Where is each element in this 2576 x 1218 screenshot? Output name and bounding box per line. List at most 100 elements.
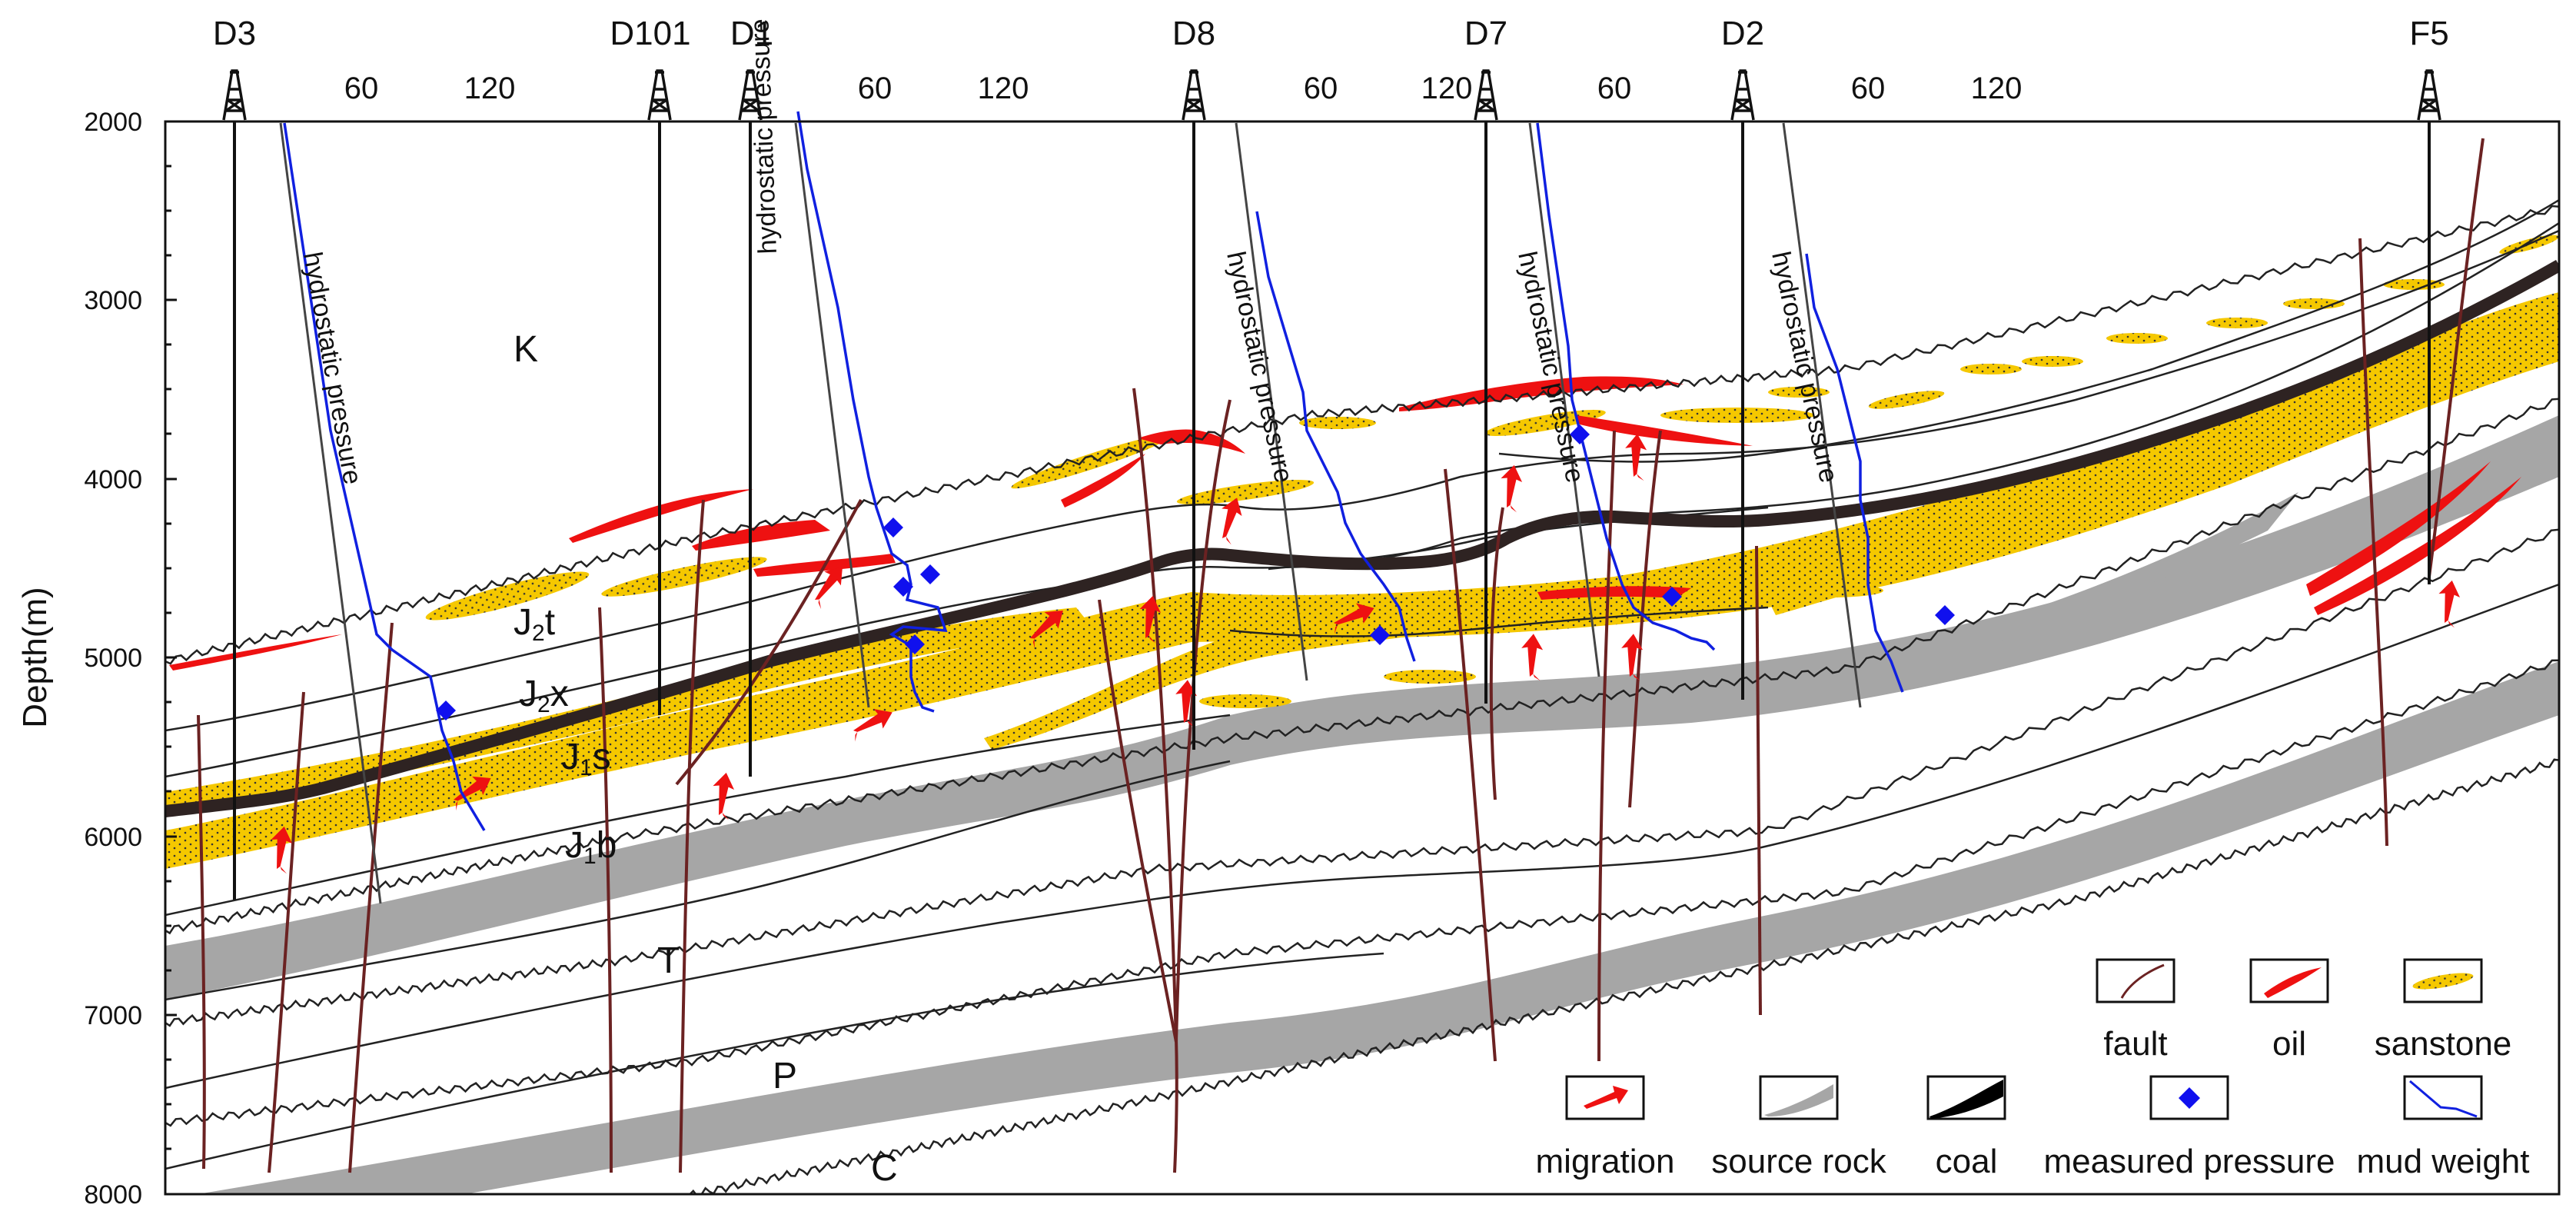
well-label-f5: F5 xyxy=(2409,15,2448,52)
y-tick-3000: 3000 xyxy=(84,286,142,315)
migration-arrow xyxy=(1621,634,1644,681)
legend-oil-label: oil xyxy=(2272,1025,2306,1063)
y-tick-6000: 6000 xyxy=(84,823,142,852)
measured-pressure-point xyxy=(883,517,903,537)
migration-arrow xyxy=(1222,498,1242,545)
coal-seam xyxy=(165,260,2559,817)
measured-pressure-points xyxy=(436,424,1955,720)
pressure-tick-120-d2: 120 xyxy=(1971,72,2023,105)
legend-measured-pressure-label: measured pressure xyxy=(2043,1143,2335,1180)
migration-arrow xyxy=(1501,464,1523,513)
migration-arrow xyxy=(1030,611,1063,649)
migration-arrow xyxy=(1175,680,1198,727)
unit-label-j1b: J1b xyxy=(565,825,617,869)
well-lines xyxy=(233,121,2431,900)
derrick-icon xyxy=(738,69,763,121)
source-rock-icon xyxy=(1764,1084,1833,1116)
legend-coal-label: coal xyxy=(1936,1143,1998,1180)
migration-arrow xyxy=(1521,634,1544,681)
y-tick-8000: 8000 xyxy=(84,1180,142,1210)
sandstone-icon xyxy=(2412,973,2474,990)
derrick-icon xyxy=(1474,69,1498,121)
y-axis xyxy=(165,120,177,1150)
legend-migration-label: migration xyxy=(1536,1143,1675,1180)
well-label-d7: D7 xyxy=(1464,15,1507,52)
unconformity-line xyxy=(165,398,2559,935)
unit-labels: K J2t J2x J1s J1b T P C xyxy=(514,329,898,1189)
derricks xyxy=(222,69,2441,121)
pressure-tick-120-d3: 120 xyxy=(464,72,516,105)
unconformity-line xyxy=(165,205,2559,665)
mud-weight-icon xyxy=(2409,1080,2478,1118)
pressure-tick-60-d7: 60 xyxy=(1597,72,1632,105)
sandstone-body-j2t xyxy=(984,607,1476,750)
measured-pressure-icon xyxy=(2179,1087,2200,1109)
faults xyxy=(197,138,2485,1173)
unit-label-c: C xyxy=(871,1148,898,1189)
pressure-tick-60-d2: 60 xyxy=(1851,72,1886,105)
migration-arrow xyxy=(853,709,892,742)
oil-icon xyxy=(2264,967,2322,998)
y-axis-labels: 2000 3000 4000 5000 6000 7000 8000 xyxy=(84,108,142,1210)
derrick-icon xyxy=(2417,69,2441,121)
well-labels: D3 D101 D1 D8 D7 D2 F5 xyxy=(213,15,2449,52)
legend-fault-label: fault xyxy=(2103,1025,2167,1063)
derrick-icon xyxy=(1182,69,1206,121)
migration-arrow xyxy=(1334,603,1374,634)
y-axis-title: Depth(m) xyxy=(16,587,54,727)
migration-arrow xyxy=(1625,434,1647,481)
well-label-d101: D101 xyxy=(610,15,690,52)
well-label-d1: D1 xyxy=(730,15,773,52)
legend-source-rock-label: source rock xyxy=(1711,1143,1886,1180)
migration-icon xyxy=(1584,1086,1628,1109)
y-tick-7000: 7000 xyxy=(84,1001,142,1030)
coal-icon xyxy=(1930,1080,2003,1119)
unit-label-j1s: J1s xyxy=(561,737,611,780)
measured-pressure-point xyxy=(1570,424,1590,444)
measured-pressure-point xyxy=(436,701,456,720)
geology-layers xyxy=(165,138,2559,1194)
derrick-icon xyxy=(222,69,247,121)
well-label-d8: D8 xyxy=(1172,15,1215,52)
pressure-tick-120-d8: 120 xyxy=(1421,72,1473,105)
hydrostatic-label-d3: hydrostatic pressure xyxy=(297,250,367,487)
migration-arrow xyxy=(271,826,293,874)
pressure-tick-60-d8: 60 xyxy=(1304,72,1338,105)
unconformity-line xyxy=(165,528,2559,1027)
unit-label-k: K xyxy=(514,329,538,370)
measured-pressure-point xyxy=(1935,605,1955,625)
pressure-tick-60-d1: 60 xyxy=(858,72,892,105)
hydrostatic-lines xyxy=(279,122,1862,904)
unit-label-j2t: J2t xyxy=(514,602,555,646)
sandstone-body-j1s xyxy=(165,292,2559,869)
migration-arrow xyxy=(2438,580,2461,628)
legend-sandstone-label: sanstone xyxy=(2375,1025,2512,1063)
measured-pressure-point xyxy=(1370,625,1390,645)
unit-label-t: T xyxy=(657,940,680,981)
unconformities xyxy=(165,205,2559,1194)
hydrostatic-label-d8: hydrostatic pressure xyxy=(1221,249,1298,485)
migration-arrows xyxy=(271,434,2461,874)
migration-arrow xyxy=(454,776,491,811)
legend-mud-weight-box xyxy=(2403,1075,2483,1120)
measured-pressure-point xyxy=(893,577,913,597)
unit-label-p: P xyxy=(773,1056,797,1097)
sandstone-east-wedge xyxy=(1768,408,2337,615)
legend: fault oil sanstone migration source rock… xyxy=(1536,958,2530,1180)
legend-oil-box xyxy=(2249,958,2329,1003)
source-rock-band-upper xyxy=(1968,492,2298,654)
y-tick-4000: 4000 xyxy=(84,465,142,494)
source-rock-band-middle xyxy=(165,415,2559,1000)
unit-label-j2x: J2x xyxy=(519,674,569,717)
migration-arrow xyxy=(815,567,843,610)
legend-mud-weight-label: mud weight xyxy=(2356,1143,2529,1180)
pressure-tick-labels: 60 120 60 120 60 120 60 60 120 xyxy=(344,72,2023,105)
unconformity-line xyxy=(165,659,2559,1127)
y-tick-5000: 5000 xyxy=(84,644,142,673)
unconformity-line xyxy=(679,758,2559,1194)
migration-arrow xyxy=(1139,595,1162,644)
y-tick-2000: 2000 xyxy=(84,108,142,137)
pressure-tick-120-d1: 120 xyxy=(978,72,1029,105)
well-label-d3: D3 xyxy=(213,15,256,52)
